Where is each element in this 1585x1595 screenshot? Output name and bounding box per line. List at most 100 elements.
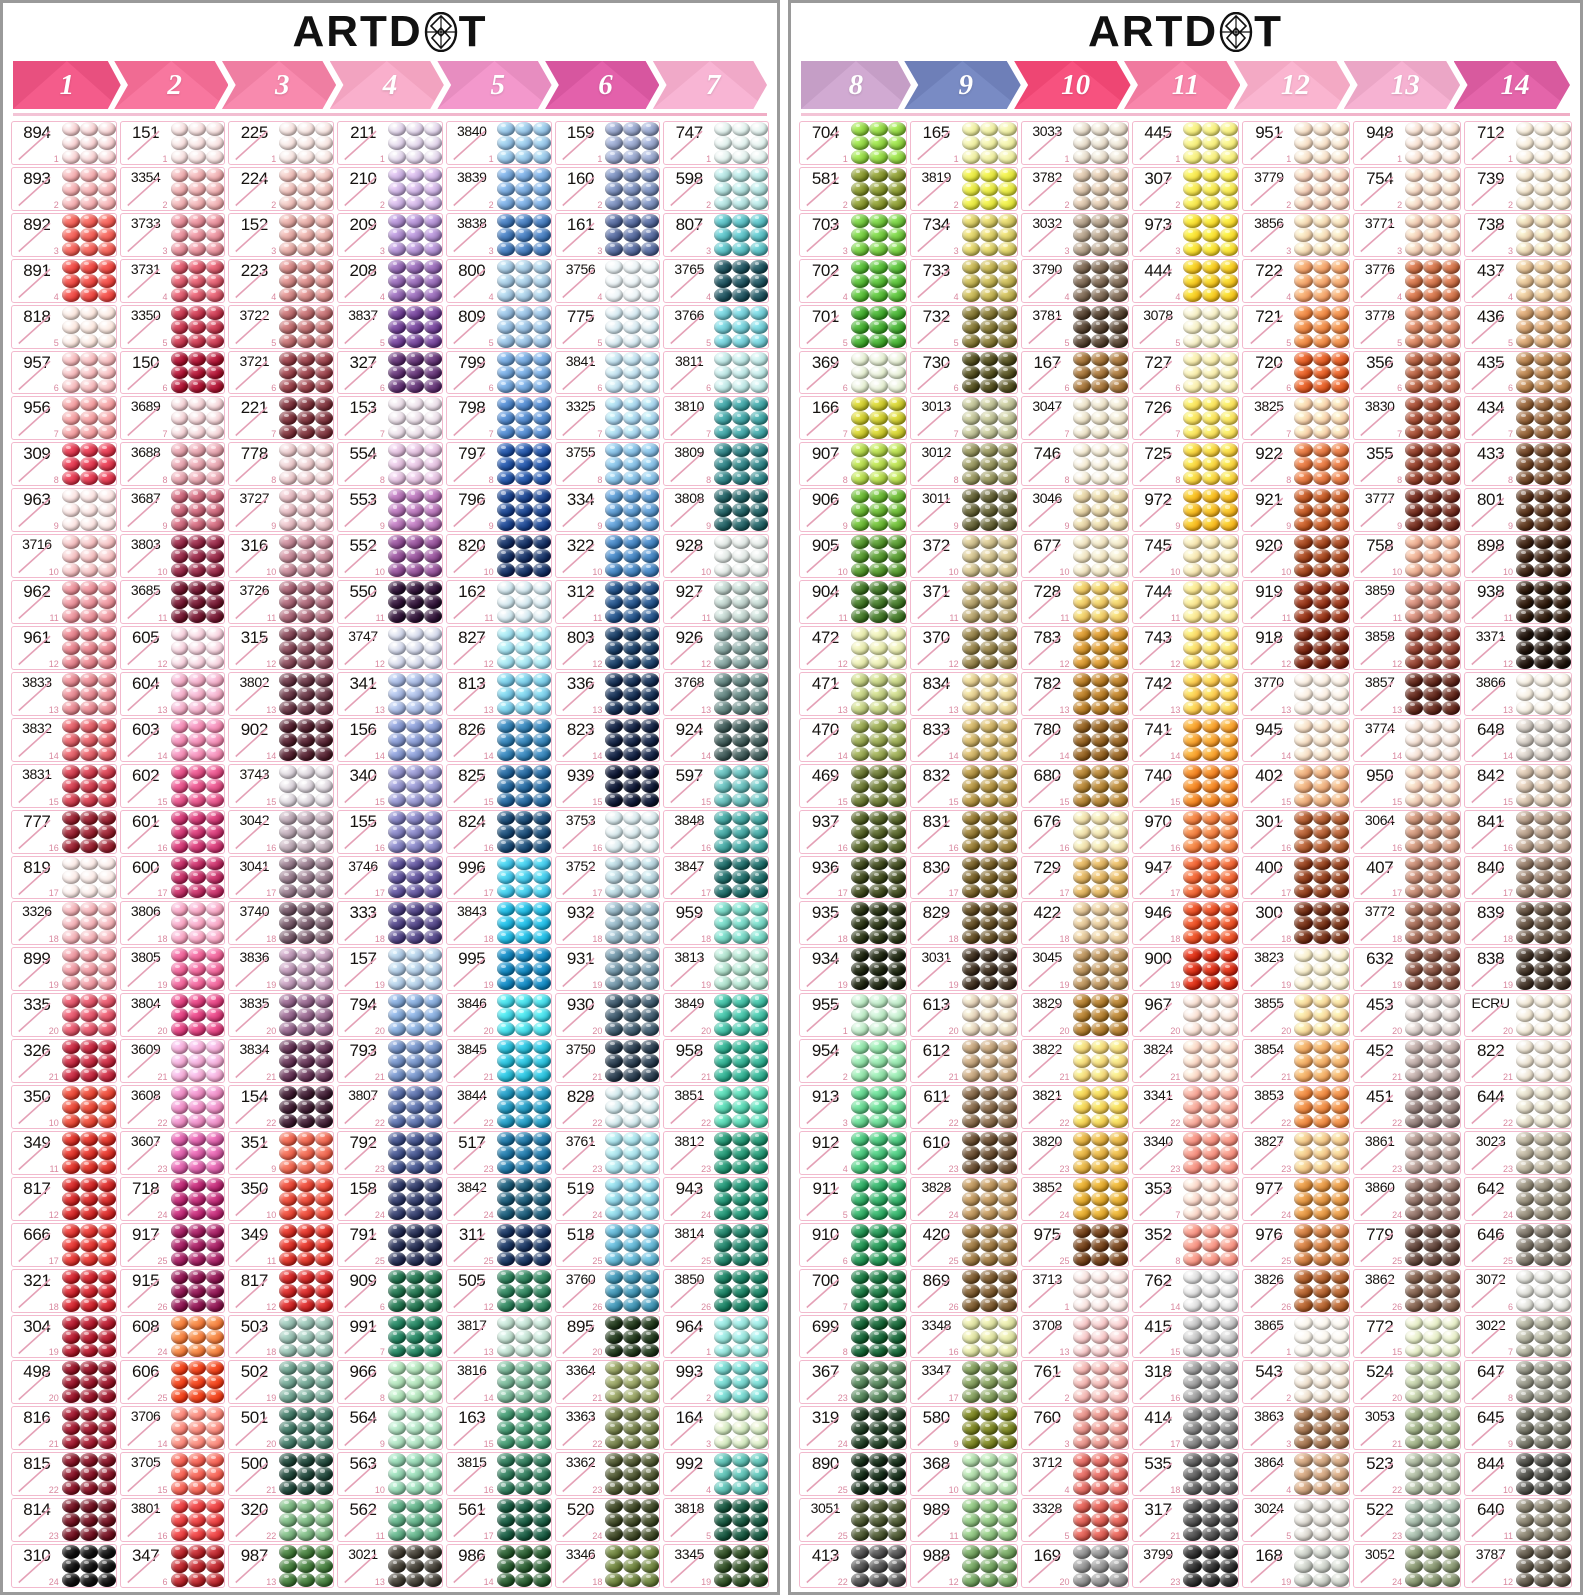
color-cell[interactable]: 310 24 xyxy=(11,1544,117,1588)
column-header-4[interactable]: 4 xyxy=(329,61,444,109)
color-cell[interactable]: 3752 17 xyxy=(554,855,661,900)
color-cell[interactable]: 3042 16 xyxy=(228,809,335,854)
color-cell[interactable]: 930 20 xyxy=(554,993,661,1038)
color-cell[interactable]: 153 7 xyxy=(337,396,443,441)
color-cell[interactable]: 704 1 xyxy=(799,121,907,165)
color-cell[interactable]: 3045 19 xyxy=(1020,947,1129,992)
color-cell[interactable]: 3847 17 xyxy=(663,855,770,900)
column-header-3[interactable]: 3 xyxy=(221,61,337,109)
color-cell[interactable]: 987 13 xyxy=(228,1544,335,1588)
color-cell[interactable]: 369 6 xyxy=(799,350,907,395)
color-cell[interactable]: 554 8 xyxy=(337,442,443,487)
color-cell[interactable]: 931 19 xyxy=(554,947,661,992)
color-cell[interactable]: 3809 8 xyxy=(663,442,770,487)
color-cell[interactable]: 350 10 xyxy=(11,1085,117,1129)
color-cell[interactable]: 309 8 xyxy=(11,442,117,487)
column-header-11[interactable]: 11 xyxy=(1124,61,1241,109)
color-cell[interactable]: 3011 9 xyxy=(909,488,1018,533)
color-cell[interactable]: 500 21 xyxy=(228,1452,335,1497)
color-cell[interactable]: 699 8 xyxy=(799,1314,907,1359)
color-cell[interactable]: 163 15 xyxy=(445,1406,552,1451)
color-cell[interactable]: 413 22 xyxy=(799,1544,907,1588)
color-cell[interactable]: 606 25 xyxy=(119,1360,226,1405)
color-cell[interactable]: 472 12 xyxy=(799,625,907,670)
color-cell[interactable]: 603 14 xyxy=(119,717,226,762)
color-cell[interactable]: 347 6 xyxy=(119,1544,226,1588)
color-cell[interactable]: 3848 16 xyxy=(663,809,770,854)
color-cell[interactable]: 3747 12 xyxy=(337,625,443,670)
color-cell[interactable]: 666 17 xyxy=(11,1222,117,1267)
color-cell[interactable]: 3806 18 xyxy=(119,901,226,946)
color-cell[interactable]: 470 14 xyxy=(799,717,907,762)
color-cell[interactable]: 943 24 xyxy=(663,1176,770,1221)
color-cell[interactable]: 3802 13 xyxy=(228,671,335,716)
column-header-12[interactable]: 12 xyxy=(1233,61,1351,109)
color-cell[interactable]: 3814 25 xyxy=(663,1222,770,1267)
color-cell[interactable]: 830 17 xyxy=(909,855,1018,900)
color-cell[interactable]: 783 12 xyxy=(1020,625,1129,670)
color-cell[interactable]: 3801 16 xyxy=(119,1498,226,1543)
color-cell[interactable]: 503 18 xyxy=(228,1314,335,1359)
color-cell[interactable]: 993 2 xyxy=(663,1360,770,1405)
color-cell[interactable]: 154 22 xyxy=(228,1085,335,1129)
color-cell[interactable]: 792 23 xyxy=(337,1130,443,1175)
color-cell[interactable]: 505 12 xyxy=(445,1268,552,1313)
color-cell[interactable]: 316 10 xyxy=(228,534,335,579)
color-cell[interactable]: 3837 5 xyxy=(337,304,443,349)
color-cell[interactable]: 782 13 xyxy=(1020,671,1129,716)
color-cell[interactable]: 732 5 xyxy=(909,304,1018,349)
color-cell[interactable]: 3850 26 xyxy=(663,1268,770,1313)
color-cell[interactable]: 778 8 xyxy=(228,442,335,487)
color-cell[interactable]: 336 13 xyxy=(554,671,661,716)
color-cell[interactable]: 502 19 xyxy=(228,1360,335,1405)
color-cell[interactable]: 809 5 xyxy=(445,304,552,349)
color-cell[interactable]: 729 17 xyxy=(1020,855,1129,900)
color-cell[interactable]: 3733 3 xyxy=(119,212,226,257)
color-cell[interactable]: 799 6 xyxy=(445,350,552,395)
color-cell[interactable]: 3843 18 xyxy=(445,901,552,946)
color-cell[interactable]: 3032 3 xyxy=(1020,212,1129,257)
color-cell[interactable]: 939 15 xyxy=(554,763,661,808)
color-cell[interactable]: 989 11 xyxy=(909,1498,1018,1543)
color-cell[interactable]: 210 2 xyxy=(337,166,443,211)
color-cell[interactable]: 894 1 xyxy=(11,121,117,165)
color-cell[interactable]: 816 21 xyxy=(11,1406,117,1451)
color-cell[interactable]: 798 7 xyxy=(445,396,552,441)
color-cell[interactable]: 823 14 xyxy=(554,717,661,762)
color-cell[interactable]: 934 19 xyxy=(799,947,907,992)
color-cell[interactable]: 600 17 xyxy=(119,855,226,900)
color-cell[interactable]: 807 3 xyxy=(663,212,770,257)
color-cell[interactable]: 322 10 xyxy=(554,534,661,579)
color-cell[interactable]: 3810 7 xyxy=(663,396,770,441)
color-cell[interactable]: 3838 3 xyxy=(445,212,552,257)
color-cell[interactable]: 718 24 xyxy=(119,1176,226,1221)
color-cell[interactable]: 780 14 xyxy=(1020,717,1129,762)
color-cell[interactable]: 3013 7 xyxy=(909,396,1018,441)
color-cell[interactable]: 315 12 xyxy=(228,625,335,670)
color-cell[interactable]: 319 24 xyxy=(799,1406,907,1451)
color-cell[interactable]: 3815 16 xyxy=(445,1452,552,1497)
color-cell[interactable]: 3012 8 xyxy=(909,442,1018,487)
color-cell[interactable]: 995 19 xyxy=(445,947,552,992)
color-cell[interactable]: 581 2 xyxy=(799,166,907,211)
color-cell[interactable]: 912 4 xyxy=(799,1130,907,1175)
color-cell[interactable]: 3851 22 xyxy=(663,1085,770,1129)
color-cell[interactable]: 831 16 xyxy=(909,809,1018,854)
color-cell[interactable]: 333 18 xyxy=(337,901,443,946)
color-cell[interactable]: 3325 7 xyxy=(554,396,661,441)
color-cell[interactable]: 793 21 xyxy=(337,1039,443,1084)
color-cell[interactable]: 602 15 xyxy=(119,763,226,808)
color-cell[interactable]: 3346 18 xyxy=(554,1544,661,1588)
color-cell[interactable]: 608 24 xyxy=(119,1314,226,1359)
color-cell[interactable]: 3688 8 xyxy=(119,442,226,487)
color-cell[interactable]: 469 15 xyxy=(799,763,907,808)
color-cell[interactable]: 3768 13 xyxy=(663,671,770,716)
color-cell[interactable]: 3716 10 xyxy=(11,534,117,579)
color-cell[interactable]: 963 9 xyxy=(11,488,117,533)
color-cell[interactable]: 371 11 xyxy=(909,580,1018,624)
color-cell[interactable]: 926 12 xyxy=(663,625,770,670)
color-cell[interactable]: 519 24 xyxy=(554,1176,661,1221)
color-cell[interactable]: 3046 9 xyxy=(1020,488,1129,533)
color-cell[interactable]: 3813 19 xyxy=(663,947,770,992)
color-cell[interactable]: 936 17 xyxy=(799,855,907,900)
